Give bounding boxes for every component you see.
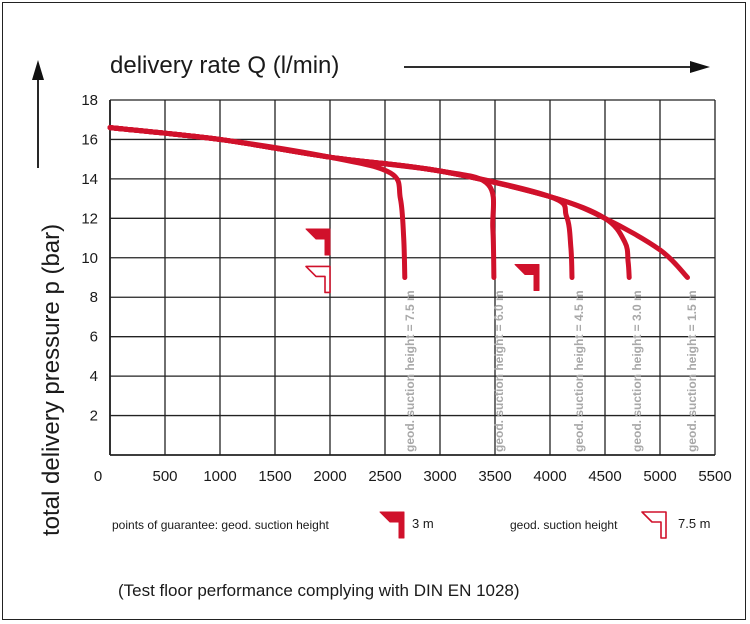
y-tick-label: 6 xyxy=(90,329,98,346)
suction-height-annotation: geod. suction height = 3.0 m xyxy=(630,290,644,452)
x-tick-label: 0 xyxy=(94,468,102,485)
x-tick-label: 2000 xyxy=(313,468,346,485)
x-axis-title: delivery rate Q (l/min) xyxy=(110,52,340,79)
legend-suction-value: 7.5 m xyxy=(678,516,711,531)
y-direction-arrow-head xyxy=(32,60,44,80)
legend-filled-marker-icon xyxy=(379,511,405,539)
suction-height-annotation: geod. suction height = 1.5 m xyxy=(685,290,699,452)
x-tick-label: 1000 xyxy=(203,468,236,485)
guarantee-marker-shape xyxy=(379,511,405,539)
legend-outline-marker-icon xyxy=(641,511,667,539)
x-tick-label: 4500 xyxy=(588,468,621,485)
x-tick-label: 500 xyxy=(152,468,177,485)
legend-suction-label: geod. suction height xyxy=(510,518,618,532)
y-axis-title: total delivery pressure p (bar) xyxy=(38,223,65,536)
y-tick-label: 2 xyxy=(90,408,98,425)
suction-height-annotation: geod. suction height = 4.5 m xyxy=(572,290,586,452)
x-tick-label: 1500 xyxy=(258,468,291,485)
x-tick-label: 2500 xyxy=(368,468,401,485)
guarantee-point-3m xyxy=(305,228,331,256)
x-direction-arrow-head xyxy=(690,61,710,73)
performance-curve xyxy=(107,125,632,280)
guarantee-marker-shape xyxy=(305,265,331,294)
guarantee-marker-shape xyxy=(514,264,540,291)
y-tick-label: 8 xyxy=(90,289,98,306)
y-tick-label: 4 xyxy=(90,368,98,385)
y-tick-label: 12 xyxy=(81,210,98,227)
x-tick-label: 5000 xyxy=(643,468,676,485)
x-tick-label: 3000 xyxy=(423,468,456,485)
legend-guarantee-value: 3 m xyxy=(412,516,434,531)
performance-curve xyxy=(107,125,575,280)
suction-height-annotation: geod. suction height = 6.0 m xyxy=(492,290,506,452)
suction-height-annotation: geod. suction height = 7.5 m xyxy=(403,290,417,452)
x-tick-label: 4000 xyxy=(533,468,566,485)
performance-curve xyxy=(107,125,690,280)
y-tick-label: 16 xyxy=(81,131,98,148)
y-tick-label: 14 xyxy=(81,171,98,188)
x-tick-label: 3500 xyxy=(478,468,511,485)
x-tick-label: 5500 xyxy=(698,468,731,485)
guarantee-marker-shape xyxy=(305,228,331,256)
guarantee-point-7-5m xyxy=(305,265,331,294)
y-tick-label: 10 xyxy=(81,250,98,267)
legend-guarantee-label: points of guarantee: geod. suction heigh… xyxy=(112,518,329,532)
test-floor-footnote: (Test floor performance complying with D… xyxy=(118,581,520,600)
guarantee-marker-shape xyxy=(641,511,667,539)
y-tick-label: 18 xyxy=(81,92,98,109)
performance-curve xyxy=(107,125,408,280)
guarantee-point-3m xyxy=(514,264,540,291)
